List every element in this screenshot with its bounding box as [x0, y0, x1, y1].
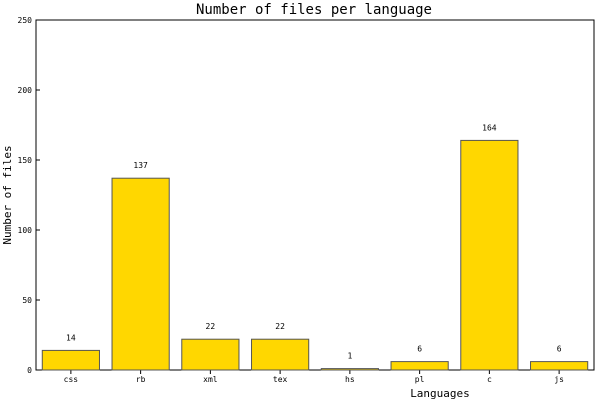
data-label-hs: 1: [347, 352, 352, 361]
y-axis-label: Number of files: [1, 145, 14, 244]
data-label-tex: 22: [275, 322, 285, 331]
x-tick-label-hs: hs: [345, 375, 355, 384]
y-axis: 0 50 100 150 200 250: [18, 16, 40, 375]
x-axis-label: Languages: [410, 387, 470, 400]
x-tick-label-xml: xml: [203, 375, 218, 384]
bar-tex: [251, 338, 310, 371]
bar-c: [460, 139, 519, 371]
data-label-css: 14: [66, 333, 76, 342]
y-tick-label: 100: [18, 226, 33, 235]
x-tick-label-pl: pl: [415, 375, 425, 384]
bar-rb: [111, 177, 170, 371]
chart-title: Number of files per language: [196, 2, 432, 18]
data-label-xml: 22: [206, 322, 216, 331]
x-tick-label-js: js: [554, 375, 564, 384]
plot-frame: [35, 19, 595, 371]
data-label-rb: 137: [133, 161, 148, 170]
y-tick-label: 250: [18, 16, 33, 25]
y-tick-label: 50: [22, 296, 32, 305]
x-tick-label-tex: tex: [273, 375, 288, 384]
data-label-js: 6: [557, 345, 562, 354]
data-label-c: 164: [482, 123, 497, 132]
bar-series: [41, 139, 589, 371]
bar-xml: [181, 338, 240, 371]
x-axis: css rb xml tex hs pl c js: [64, 370, 564, 384]
y-tick-label: 150: [18, 156, 33, 165]
data-labels: 14 137 22 22 1 6 164 6: [66, 123, 562, 360]
x-tick-label-c: c: [487, 375, 492, 384]
y-tick-label: 200: [18, 86, 33, 95]
data-label-pl: 6: [417, 345, 422, 354]
bar-pl: [390, 361, 449, 371]
x-tick-label-rb: rb: [136, 375, 146, 384]
bar-js: [530, 361, 589, 371]
y-tick-label: 0: [27, 366, 32, 375]
bar-hs: [320, 368, 379, 371]
x-tick-label-css: css: [64, 375, 79, 384]
bar-css: [41, 349, 100, 371]
